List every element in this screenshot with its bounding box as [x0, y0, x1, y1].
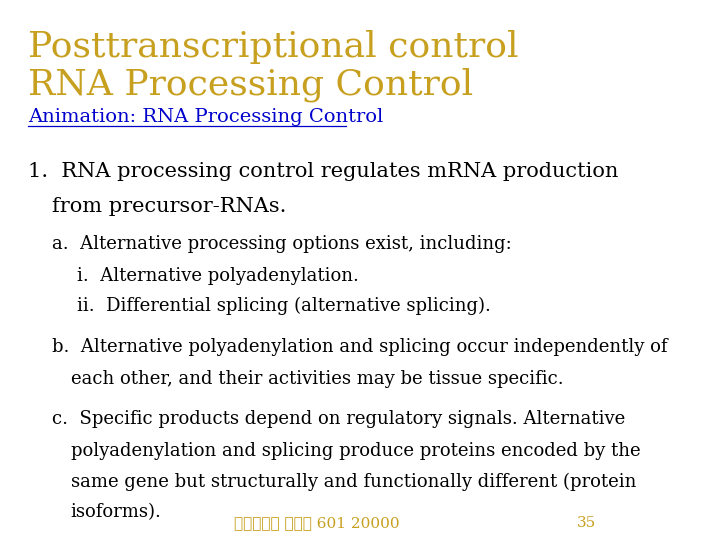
Text: isoforms).: isoforms).	[71, 503, 161, 521]
Text: polyadenylation and splicing produce proteins encoded by the: polyadenylation and splicing produce pro…	[71, 442, 640, 460]
Text: each other, and their activities may be tissue specific.: each other, and their activities may be …	[71, 370, 563, 388]
Text: a.  Alternative processing options exist, including:: a. Alternative processing options exist,…	[53, 235, 512, 253]
Text: Animation: RNA Processing Control: Animation: RNA Processing Control	[27, 108, 383, 126]
Text: same gene but structurally and functionally different (protein: same gene but structurally and functiona…	[71, 473, 636, 491]
Text: from precursor-RNAs.: from precursor-RNAs.	[53, 197, 287, 216]
Text: 1.  RNA processing control regulates mRNA production: 1. RNA processing control regulates mRNA…	[27, 162, 618, 181]
Text: c.  Specific products depend on regulatory signals. Alternative: c. Specific products depend on regulator…	[53, 410, 626, 428]
Text: 台大農藝系 遠小學 601 20000: 台大農藝系 遠小學 601 20000	[234, 516, 400, 530]
Text: i.  Alternative polyadenylation.: i. Alternative polyadenylation.	[77, 267, 359, 285]
Text: RNA Processing Control: RNA Processing Control	[27, 68, 473, 102]
Text: b.  Alternative polyadenylation and splicing occur independently of: b. Alternative polyadenylation and splic…	[53, 338, 667, 355]
Text: Posttranscriptional control: Posttranscriptional control	[27, 30, 518, 64]
Text: ii.  Differential splicing (alternative splicing).: ii. Differential splicing (alternative s…	[77, 297, 491, 315]
Text: 35: 35	[577, 516, 597, 530]
